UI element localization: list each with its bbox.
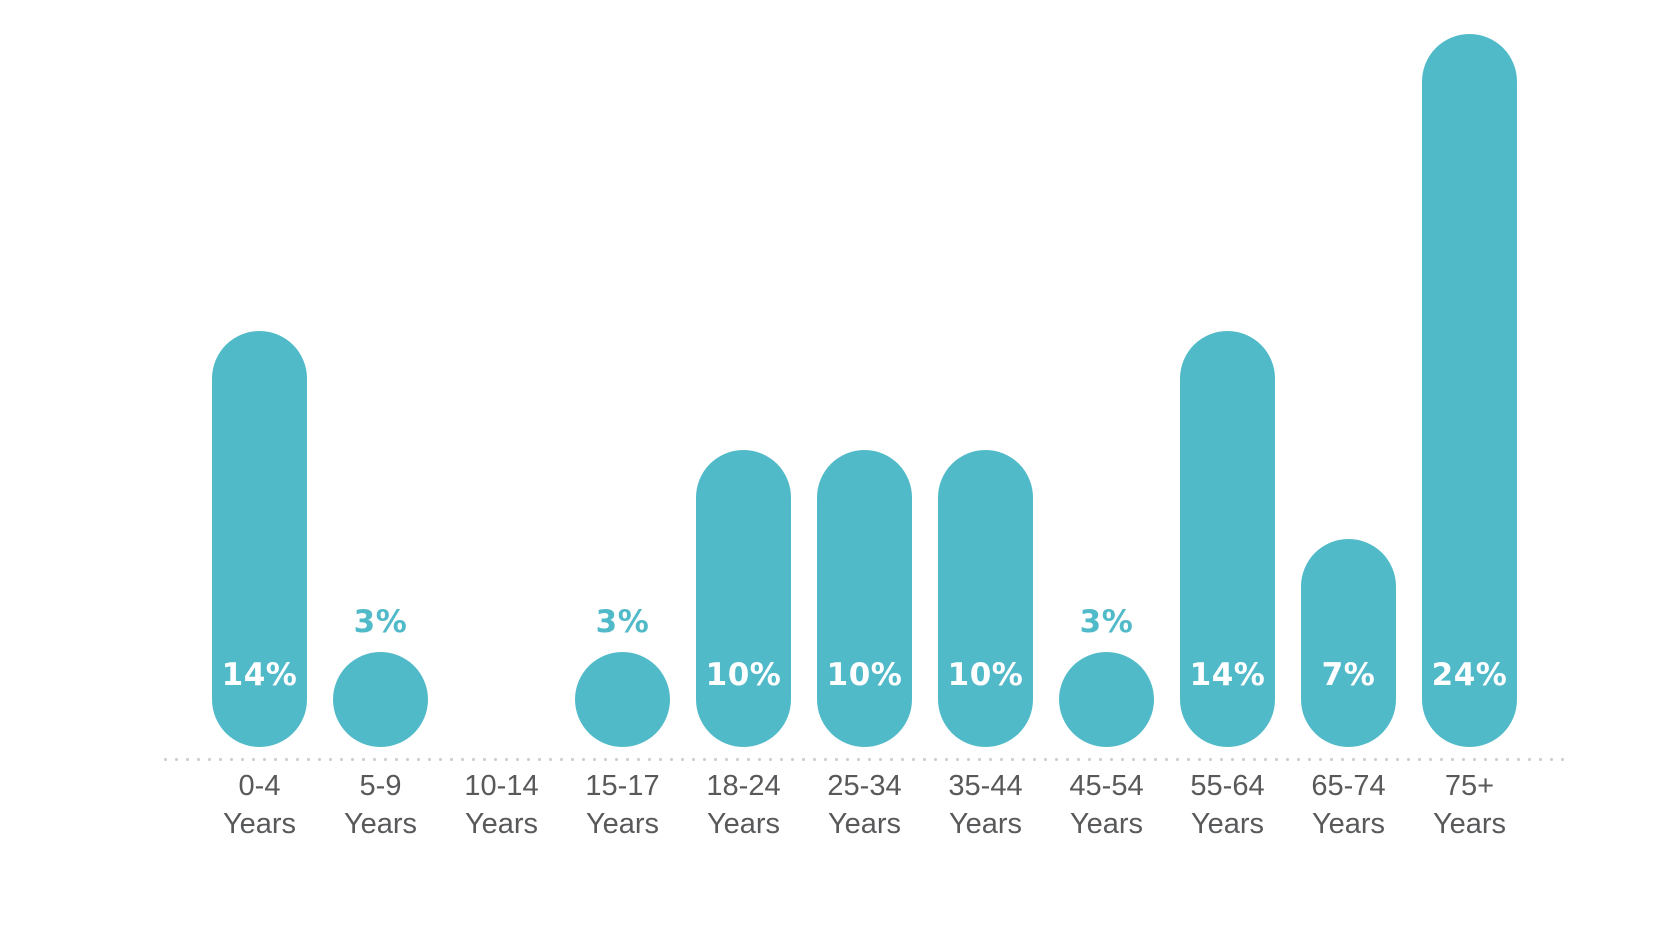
- bar: [1180, 331, 1275, 747]
- bar: [575, 652, 670, 747]
- bar: [333, 652, 428, 747]
- x-axis-baseline: [160, 757, 1568, 762]
- value-label: 10%: [705, 657, 782, 693]
- category-label: 10-14 Years: [421, 767, 582, 843]
- category-label: 15-17 Years: [542, 767, 703, 843]
- value-label: 3%: [353, 604, 408, 640]
- value-label: 3%: [1079, 604, 1134, 640]
- bar: [817, 450, 912, 747]
- category-suffix: Years: [948, 808, 1023, 840]
- bar: [1059, 652, 1154, 747]
- value-label: 14%: [1189, 657, 1266, 693]
- bar: [938, 450, 1033, 747]
- category-range: 45-54: [1069, 770, 1144, 802]
- category-label: 18-24 Years: [663, 767, 824, 843]
- category-range: 65-74: [1311, 770, 1386, 802]
- value-label: 14%: [221, 657, 298, 693]
- category-range: 15-17: [585, 770, 660, 802]
- value-label: 10%: [826, 657, 903, 693]
- category-range: 18-24: [706, 770, 781, 802]
- category-suffix: Years: [706, 808, 781, 840]
- category-suffix: Years: [827, 808, 902, 840]
- category-range: 5-9: [359, 770, 402, 802]
- category-range: 0-4: [238, 770, 281, 802]
- category-range: 55-64: [1190, 770, 1265, 802]
- category-suffix: Years: [464, 808, 539, 840]
- category-suffix: Years: [1190, 808, 1265, 840]
- bar: [212, 331, 307, 747]
- category-label: 5-9 Years: [300, 767, 461, 843]
- category-label: 35-44 Years: [905, 767, 1066, 843]
- value-label: 10%: [947, 657, 1024, 693]
- category-suffix: Years: [1432, 808, 1507, 840]
- category-range: 75+: [1444, 770, 1495, 802]
- value-label: 7%: [1321, 657, 1376, 693]
- category-label: 25-34 Years: [784, 767, 945, 843]
- category-suffix: Years: [1311, 808, 1386, 840]
- category-suffix: Years: [585, 808, 660, 840]
- category-suffix: Years: [343, 808, 418, 840]
- category-label: 75+ Years: [1389, 767, 1550, 843]
- category-label: 55-64 Years: [1147, 767, 1308, 843]
- category-label: 65-74 Years: [1268, 767, 1429, 843]
- value-label: 3%: [595, 604, 650, 640]
- category-label: 0-4 Years: [179, 767, 340, 843]
- category-range: 35-44: [948, 770, 1023, 802]
- value-label: 24%: [1431, 657, 1508, 693]
- category-range: 10-14: [464, 770, 539, 802]
- category-range: 25-34: [827, 770, 902, 802]
- bar: [696, 450, 791, 747]
- bar: [1301, 539, 1396, 747]
- category-label: 45-54 Years: [1026, 767, 1187, 843]
- category-suffix: Years: [222, 808, 297, 840]
- bar: [1422, 34, 1517, 747]
- category-suffix: Years: [1069, 808, 1144, 840]
